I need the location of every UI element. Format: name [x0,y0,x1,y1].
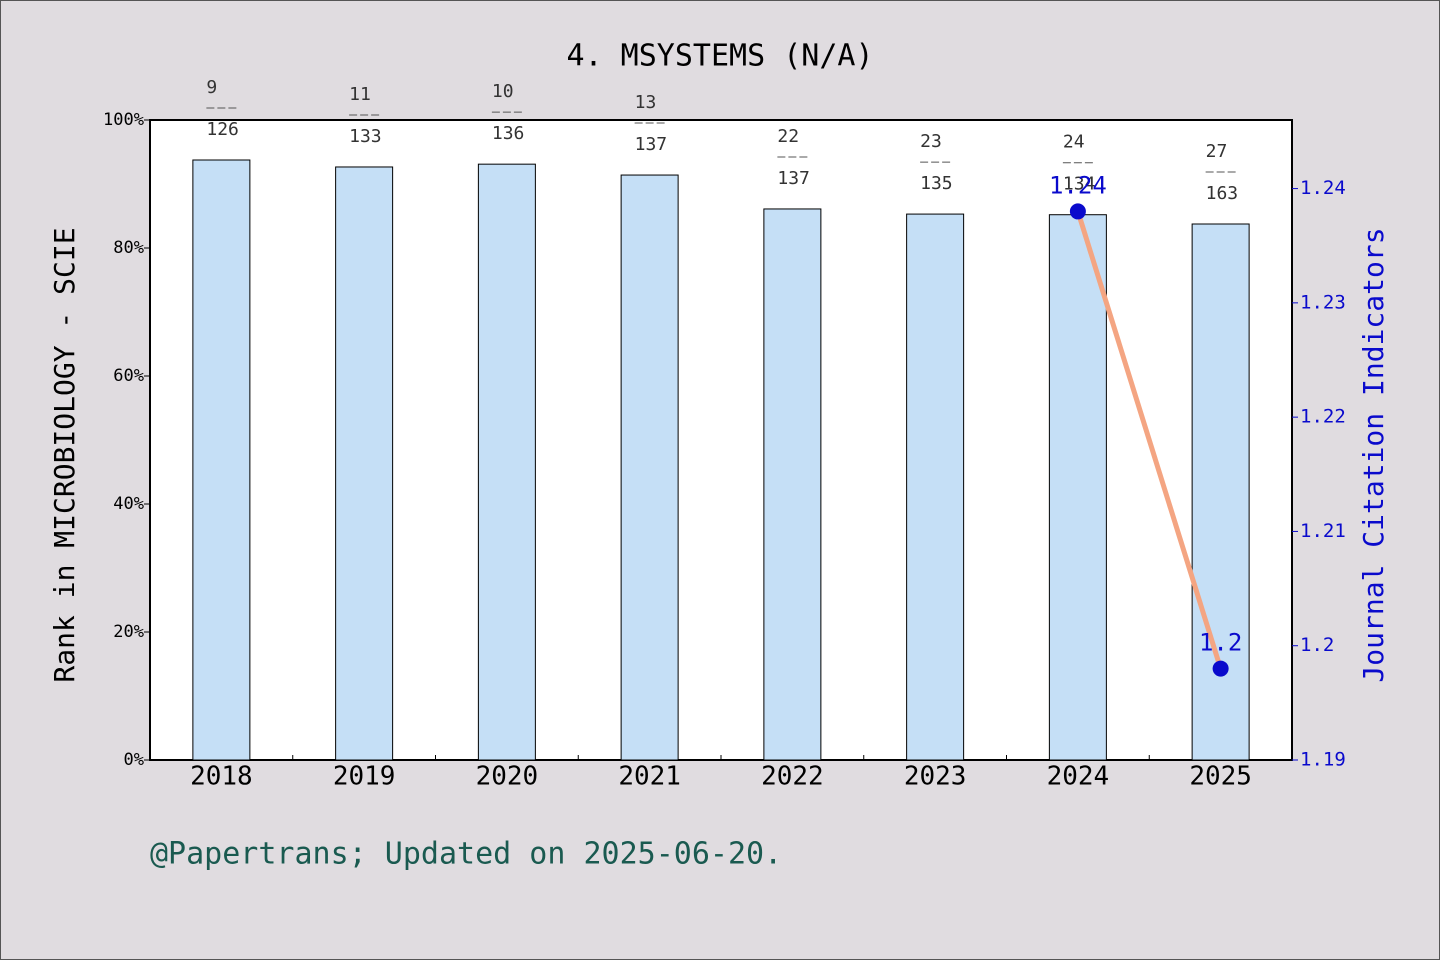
x-tick-label: 2019 [333,762,396,792]
plot-area [149,119,1293,761]
rank-label: 13 [635,92,657,113]
total-label: 135 [920,173,953,194]
total-label: 136 [492,123,525,144]
value-label: 1.24 [1049,171,1107,199]
y2-tick-label: 1.22 [1300,406,1346,428]
x-tick-label: 2018 [190,762,253,792]
rank-label: 24 [1063,132,1085,153]
bar [477,163,536,761]
footer-note: @Papertrans; Updated on 2025-06-20. [150,837,782,872]
line-marker [1212,660,1229,677]
rank-label: 22 [777,126,799,147]
y-tick-label: 0% [124,750,144,770]
y2-tick-label: 1.23 [1300,291,1346,313]
line-marker [1069,203,1086,220]
y-tick-label: 80% [113,238,144,258]
x-tick-label: 2024 [1047,762,1110,792]
x-tick-label: 2021 [618,762,681,792]
total-label: 137 [777,168,810,189]
x-tick-label: 2022 [761,762,824,792]
rank-label: 9 [206,77,217,98]
x-tick-label: 2023 [904,762,967,792]
bar [763,208,822,761]
y-tick-label: 60% [113,366,144,386]
rank-label: 23 [920,131,942,152]
y2-tick-label: 1.24 [1300,177,1346,199]
bar [1048,214,1107,761]
y2-axis-label: Journal Citation Indicators [1357,227,1390,682]
rank-label: 10 [492,81,514,102]
y2-tick-label: 1.19 [1300,749,1346,771]
bar [335,166,394,761]
bar [192,159,251,761]
rank-label: 27 [1206,141,1228,162]
y2-tick-label: 1.21 [1300,520,1346,542]
bar [620,174,679,761]
y-axis-label: Rank in MICROBIOLOGY - SCIE [48,227,81,682]
line [1075,210,1224,670]
value-label: 1.2 [1199,629,1242,657]
chart-title: 4. MSYSTEMS (N/A) [566,39,873,74]
rank-label: 11 [349,84,371,105]
total-label: 134 [1063,174,1096,195]
x-tick-label: 2025 [1189,762,1252,792]
total-label: 126 [206,119,239,140]
y-tick-label: 100% [103,110,144,130]
x-tick-label: 2020 [476,762,539,792]
bar [1191,223,1250,761]
bar [906,213,965,761]
total-label: 133 [349,126,382,147]
y-tick-label: 20% [113,622,144,642]
total-label: 137 [635,134,668,155]
total-label: 163 [1206,183,1239,204]
y2-tick-label: 1.2 [1300,634,1334,656]
y-tick-label: 40% [113,494,144,514]
